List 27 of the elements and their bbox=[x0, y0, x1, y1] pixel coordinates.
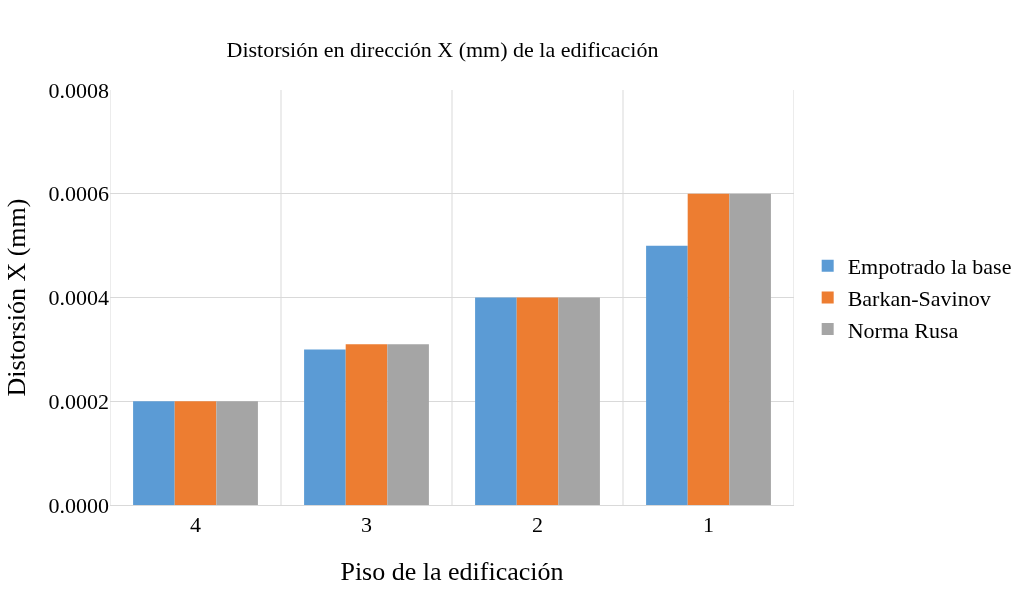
bar bbox=[687, 193, 730, 505]
y-tick-label: 0.0006 bbox=[48, 181, 109, 207]
y-tick-label: 0.0004 bbox=[48, 285, 109, 311]
x-axis-title: Piso de la edificación bbox=[340, 557, 564, 587]
bar bbox=[133, 401, 175, 505]
y-tick-label: 0.0000 bbox=[48, 492, 109, 518]
x-tick-label: 2 bbox=[532, 512, 543, 538]
bar bbox=[387, 344, 429, 505]
chart-title: Distorsión en dirección X (mm) de la edificación bbox=[226, 36, 659, 62]
legend-label: Norma Rusa bbox=[847, 317, 959, 343]
bar bbox=[729, 193, 771, 505]
y-tick-label: 0.0002 bbox=[48, 388, 109, 414]
bar bbox=[345, 344, 388, 505]
bar bbox=[216, 401, 258, 505]
y-axis-title: Distorsión X (mm) bbox=[1, 198, 31, 397]
x-tick-label: 1 bbox=[703, 512, 714, 538]
x-tick-label: 3 bbox=[361, 512, 372, 538]
bar bbox=[516, 297, 559, 505]
bar bbox=[174, 401, 217, 505]
bar bbox=[558, 297, 600, 505]
bar bbox=[475, 297, 517, 505]
legend-label: Empotrado la base bbox=[847, 254, 1012, 280]
legend-label: Barkan-Savinov bbox=[847, 285, 991, 311]
bar bbox=[304, 349, 346, 505]
bar bbox=[646, 245, 688, 505]
x-tick-label: 4 bbox=[190, 512, 201, 538]
y-tick-label: 0.0008 bbox=[48, 77, 109, 103]
